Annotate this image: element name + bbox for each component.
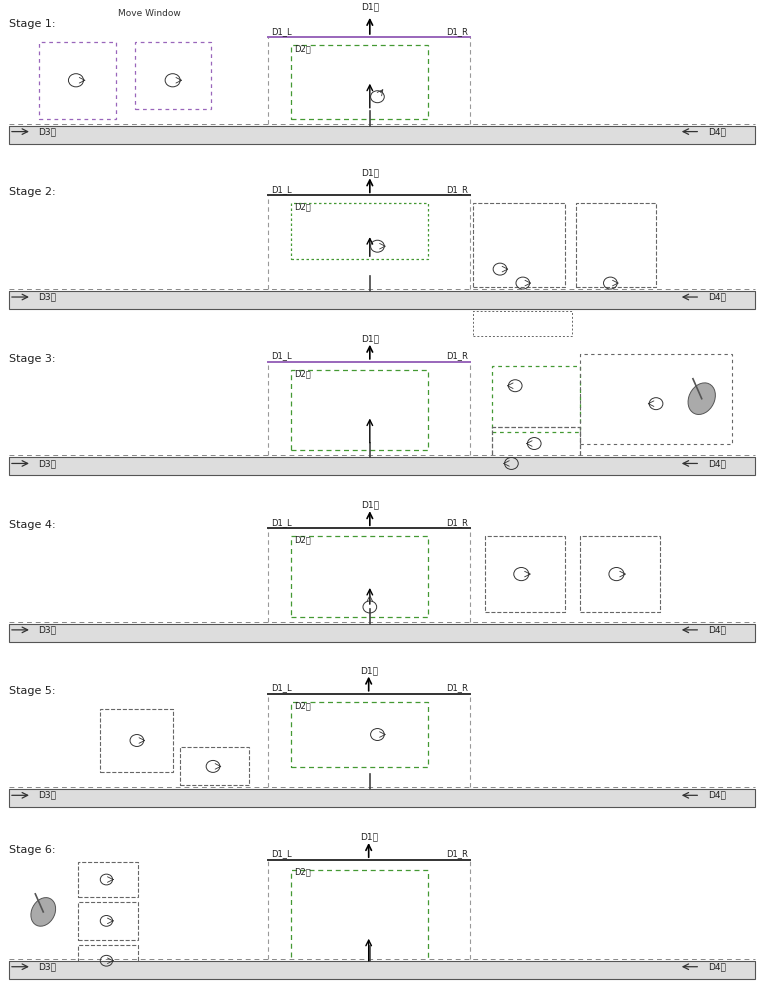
Bar bbox=[100, 709, 173, 772]
Text: D1区: D1区 bbox=[361, 334, 379, 343]
Bar bbox=[485, 536, 565, 612]
Text: Stage 6:: Stage 6: bbox=[9, 845, 56, 855]
Text: D4区: D4区 bbox=[707, 459, 726, 468]
Bar bbox=[290, 203, 428, 259]
Bar bbox=[9, 291, 755, 309]
Text: Stage 5:: Stage 5: bbox=[9, 686, 56, 696]
Text: D4区: D4区 bbox=[707, 962, 726, 971]
Text: D1区: D1区 bbox=[360, 666, 377, 675]
Bar bbox=[492, 366, 580, 432]
Text: D1_R: D1_R bbox=[446, 683, 468, 692]
Bar bbox=[290, 702, 428, 767]
Bar bbox=[474, 311, 572, 336]
Text: D2区: D2区 bbox=[294, 536, 311, 545]
Text: D3区: D3区 bbox=[38, 962, 56, 971]
Bar bbox=[40, 42, 115, 119]
Text: Stage 2:: Stage 2: bbox=[9, 187, 56, 197]
Bar bbox=[77, 902, 138, 940]
Text: Stage 4:: Stage 4: bbox=[9, 520, 56, 530]
Text: D4区: D4区 bbox=[707, 127, 726, 136]
Bar bbox=[180, 747, 249, 785]
Text: D3区: D3区 bbox=[38, 625, 56, 634]
Bar bbox=[290, 536, 428, 617]
Bar bbox=[9, 961, 755, 979]
Bar bbox=[134, 42, 211, 109]
Text: D2区: D2区 bbox=[294, 44, 311, 53]
Text: D3区: D3区 bbox=[38, 293, 56, 302]
Text: D1_L: D1_L bbox=[272, 683, 293, 692]
Text: D1_R: D1_R bbox=[446, 850, 468, 859]
Text: D2区: D2区 bbox=[294, 701, 311, 710]
Text: D1区: D1区 bbox=[361, 168, 379, 177]
Text: D1_L: D1_L bbox=[272, 185, 293, 194]
Text: D1_R: D1_R bbox=[446, 27, 468, 36]
Text: D2区: D2区 bbox=[294, 203, 311, 212]
Bar bbox=[576, 203, 656, 287]
Bar bbox=[474, 203, 565, 287]
Text: D2区: D2区 bbox=[294, 369, 311, 378]
Bar bbox=[9, 789, 755, 807]
Ellipse shape bbox=[688, 383, 715, 414]
Bar bbox=[9, 457, 755, 475]
Text: D4区: D4区 bbox=[707, 625, 726, 634]
Bar bbox=[580, 536, 660, 612]
Text: D1_R: D1_R bbox=[446, 518, 468, 527]
Bar bbox=[580, 354, 732, 444]
Text: Move Window: Move Window bbox=[118, 9, 181, 18]
Text: Stage 3:: Stage 3: bbox=[9, 354, 56, 364]
Text: D1区: D1区 bbox=[361, 3, 379, 12]
Text: D3区: D3区 bbox=[38, 791, 56, 800]
Bar bbox=[290, 45, 428, 119]
Text: D2区: D2区 bbox=[294, 868, 311, 877]
Text: D1_L: D1_L bbox=[272, 27, 293, 36]
Text: D1_R: D1_R bbox=[446, 185, 468, 194]
Text: D1_L: D1_L bbox=[272, 518, 293, 527]
Text: D3区: D3区 bbox=[38, 127, 56, 136]
Text: Stage 1:: Stage 1: bbox=[9, 19, 56, 29]
Bar bbox=[290, 870, 428, 969]
Bar bbox=[77, 945, 138, 977]
Text: D1_R: D1_R bbox=[446, 351, 468, 360]
Text: D1_L: D1_L bbox=[272, 351, 293, 360]
Text: D4区: D4区 bbox=[707, 293, 726, 302]
Text: D3区: D3区 bbox=[38, 459, 56, 468]
Bar bbox=[492, 427, 580, 460]
Text: D1区: D1区 bbox=[361, 501, 379, 510]
Bar bbox=[290, 370, 428, 450]
Text: D1_L: D1_L bbox=[272, 850, 293, 859]
Bar bbox=[9, 126, 755, 144]
Ellipse shape bbox=[31, 898, 56, 926]
Text: D4区: D4区 bbox=[707, 791, 726, 800]
Text: D1区: D1区 bbox=[360, 833, 377, 842]
Bar bbox=[77, 862, 138, 897]
Bar bbox=[9, 624, 755, 642]
